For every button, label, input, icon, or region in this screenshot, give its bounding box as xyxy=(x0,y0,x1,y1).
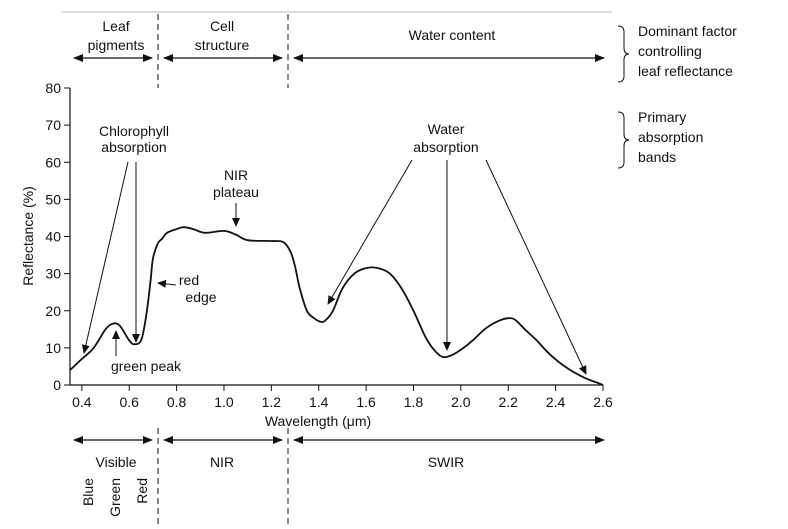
y-tick-label: 40 xyxy=(45,229,61,245)
dominant-factor-line-1: Dominant factor xyxy=(638,23,737,39)
blue-label: Blue xyxy=(80,478,96,506)
x-tick-label: 2.4 xyxy=(546,394,566,410)
swir-label: SWIR xyxy=(428,454,465,470)
y-tick-label: 20 xyxy=(45,303,61,319)
water-arrow-2600 xyxy=(485,159,587,375)
red-label: Red xyxy=(134,478,150,504)
nir-plateau-label-2: plateau xyxy=(213,184,259,200)
red-edge-arrow xyxy=(157,279,177,288)
water-absorption-label-1: Water xyxy=(428,121,465,137)
visible-label: Visible xyxy=(96,454,137,470)
x-tick-label: 1.6 xyxy=(356,394,376,410)
dominant-factor-line-3: leaf reflectance xyxy=(638,63,733,79)
chlorophyll-arrow-blue xyxy=(81,161,129,354)
leaf-pigments-label-1: Leaf xyxy=(102,18,129,34)
primary-bands-line-3: bands xyxy=(638,149,676,165)
primary-bands-line-1: Primary xyxy=(638,109,686,125)
chlorophyll-label-1: Chlorophyll xyxy=(99,123,169,139)
x-tick-label: 1.0 xyxy=(214,394,234,410)
y-tick-label: 60 xyxy=(45,154,61,170)
x-tick-label: 1.2 xyxy=(262,394,282,410)
reflectance-curve xyxy=(69,226,604,386)
bottom-region-bands: Visible NIR SWIR Blue Green Red xyxy=(73,428,605,525)
chlorophyll-label-2: absorption xyxy=(101,139,166,155)
water-absorption-label-2: absorption xyxy=(413,139,478,155)
y-tick-label: 80 xyxy=(45,80,61,96)
x-tick-label: 1.4 xyxy=(309,394,329,410)
red-edge-label-1: red xyxy=(179,272,199,288)
y-tick-label: 50 xyxy=(45,191,61,207)
x-tick-label: 1.8 xyxy=(404,394,424,410)
water-content-label: Water content xyxy=(409,27,496,43)
green-label: Green xyxy=(107,478,123,517)
y-tick-label: 0 xyxy=(53,377,61,393)
x-tick-label: 0.4 xyxy=(72,394,92,410)
annotations: Chlorophyll absorption NIR plateau Water… xyxy=(81,121,587,375)
brace-dominant xyxy=(617,25,630,83)
cell-structure-label-2: structure xyxy=(195,37,250,53)
right-notes: Dominant factor controlling leaf reflect… xyxy=(617,23,737,169)
y-ticks: 0 10 20 30 40 50 60 70 80 xyxy=(45,80,70,393)
x-axis-title: Wavelength (μm) xyxy=(265,413,371,429)
dominant-factor-line-2: controlling xyxy=(638,43,702,59)
x-tick-label: 2.2 xyxy=(499,394,519,410)
brace-primary xyxy=(617,111,630,169)
y-tick-label: 30 xyxy=(45,266,61,282)
nir-plateau-label-1: NIR xyxy=(224,167,248,183)
x-ticks: 0.4 0.6 0.8 1.0 1.2 1.4 1.6 1.8 2.0 2.2 2.4 2.6 xyxy=(72,385,613,410)
water-arrow-1400 xyxy=(327,159,413,305)
green-peak-label: green peak xyxy=(111,358,182,374)
leaf-pigments-label-2: pigments xyxy=(88,37,145,53)
top-region-bands: Leaf pigments Cell structure Water conte… xyxy=(62,11,612,88)
x-tick-label: 0.6 xyxy=(119,394,139,410)
axes: 0 10 20 30 40 50 60 70 80 0.4 0.6 0.8 1.0 1.2 1.4 1.6 1… xyxy=(20,80,613,429)
x-tick-label: 2.6 xyxy=(593,394,613,410)
y-tick-label: 70 xyxy=(45,117,61,133)
y-tick-label: 10 xyxy=(45,340,61,356)
x-tick-label: 0.8 xyxy=(167,394,187,410)
nir-label: NIR xyxy=(210,454,234,470)
cell-structure-label-1: Cell xyxy=(210,18,234,34)
x-tick-label: 2.0 xyxy=(451,394,471,410)
y-axis-title: Reflectance (%) xyxy=(20,186,36,286)
primary-bands-line-2: absorption xyxy=(638,129,703,145)
red-edge-label-2: edge xyxy=(185,289,216,305)
